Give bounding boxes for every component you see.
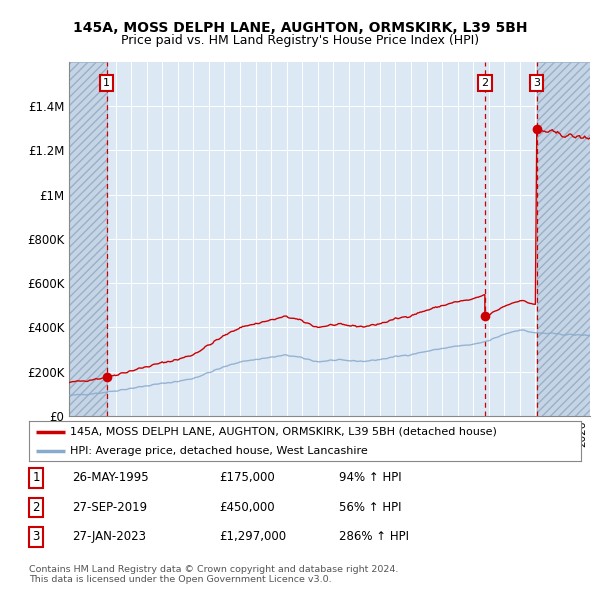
Text: 27-JAN-2023: 27-JAN-2023	[72, 530, 146, 543]
Text: 2: 2	[481, 78, 488, 88]
Text: Price paid vs. HM Land Registry's House Price Index (HPI): Price paid vs. HM Land Registry's House …	[121, 34, 479, 47]
Text: 26-MAY-1995: 26-MAY-1995	[72, 471, 149, 484]
Text: HPI: Average price, detached house, West Lancashire: HPI: Average price, detached house, West…	[70, 446, 368, 456]
Text: 56% ↑ HPI: 56% ↑ HPI	[339, 501, 401, 514]
Bar	[69, 62, 107, 416]
Bar	[536, 62, 590, 416]
Text: 286% ↑ HPI: 286% ↑ HPI	[339, 530, 409, 543]
Text: 1: 1	[103, 78, 110, 88]
Text: 145A, MOSS DELPH LANE, AUGHTON, ORMSKIRK, L39 5BH: 145A, MOSS DELPH LANE, AUGHTON, ORMSKIRK…	[73, 21, 527, 35]
Bar	[536, 62, 590, 416]
Text: 145A, MOSS DELPH LANE, AUGHTON, ORMSKIRK, L39 5BH (detached house): 145A, MOSS DELPH LANE, AUGHTON, ORMSKIRK…	[70, 427, 497, 437]
Text: Contains HM Land Registry data © Crown copyright and database right 2024.
This d: Contains HM Land Registry data © Crown c…	[29, 565, 398, 584]
Text: £1,297,000: £1,297,000	[219, 530, 286, 543]
Text: £450,000: £450,000	[219, 501, 275, 514]
Text: 3: 3	[32, 530, 40, 543]
Bar	[69, 62, 107, 416]
Text: £175,000: £175,000	[219, 471, 275, 484]
Text: 2: 2	[32, 501, 40, 514]
Text: 27-SEP-2019: 27-SEP-2019	[72, 501, 147, 514]
Text: 1: 1	[32, 471, 40, 484]
Text: 3: 3	[533, 78, 540, 88]
Text: 94% ↑ HPI: 94% ↑ HPI	[339, 471, 401, 484]
